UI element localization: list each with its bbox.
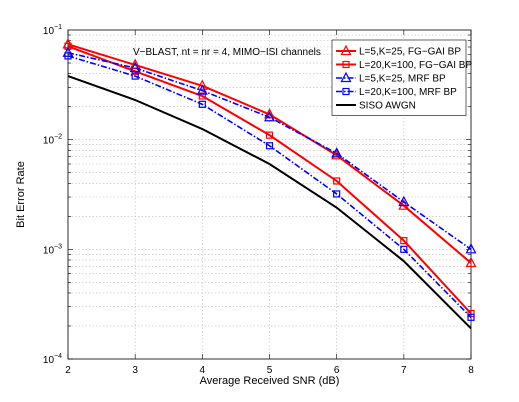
- series-4: [64, 52, 475, 321]
- x-tick-label: 7: [401, 365, 407, 376]
- legend-label: SISO AWGN: [359, 101, 416, 112]
- legend-label: L=20,K=100, FG−GAI BP: [359, 60, 472, 71]
- data-point-triangle: [340, 71, 352, 83]
- data-point-triangle: [398, 195, 410, 207]
- data-point-square: [467, 313, 475, 321]
- legend: L=5,K=25, FG−GAI BP L=20,K=100, FG−GAI BP…: [331, 39, 472, 116]
- data-point-triangle: [465, 243, 477, 254]
- data-point-triangle: [465, 256, 477, 268]
- x-axis-label: Average Received SNR (dB): [200, 375, 340, 387]
- x-tick-label: 4: [200, 365, 206, 376]
- y-tick-label: 10−2: [43, 134, 62, 147]
- series-5: [67, 75, 472, 330]
- data-point-square: [64, 42, 72, 50]
- data-point-triangle: [196, 79, 208, 90]
- data-point-triangle: [331, 147, 343, 158]
- data-point-square: [342, 87, 350, 96]
- data-point-square: [333, 177, 341, 185]
- grid-lines: [67, 30, 472, 360]
- data-point-triangle: [340, 44, 352, 56]
- legend-label: L=5,K=25, FG−GAI BP: [359, 47, 461, 58]
- chart-annotation: V−BLAST, nt = nr = 4, MIMO−ISI channels: [133, 47, 321, 58]
- series-line: [67, 55, 472, 318]
- x-tick-label: 3: [132, 365, 138, 376]
- series-layer: [62, 38, 477, 330]
- data-point-square: [198, 92, 206, 100]
- x-tick-label: 6: [334, 365, 340, 376]
- data-point-square: [265, 142, 274, 150]
- x-tick-label: 2: [65, 365, 71, 376]
- x-tick-label: 5: [267, 365, 273, 376]
- data-point-square: [400, 245, 408, 253]
- y-axis-label: Bit Error Rate: [15, 161, 27, 228]
- axes: 2 3 4 5 6 7 8 10−4 10−3 10−2 10−1: [43, 24, 474, 376]
- data-point-square: [342, 60, 350, 69]
- y-tick-label: 10−3: [43, 243, 62, 256]
- legend-label: L=20,K=100, MRF BP: [359, 87, 457, 98]
- y-tick-label: 10−1: [43, 24, 62, 37]
- legend-box: [331, 39, 467, 116]
- legend-label: L=5,K=25, MRF BP: [359, 74, 446, 85]
- data-point-square: [64, 52, 72, 60]
- series-line: [67, 75, 472, 330]
- data-point-square: [400, 237, 408, 245]
- y-tick-label: 10−4: [43, 353, 62, 366]
- data-point-square: [198, 100, 206, 108]
- series-3: [62, 46, 477, 254]
- data-point-triangle: [129, 61, 141, 73]
- data-point-square: [333, 190, 341, 198]
- data-point-triangle: [196, 84, 208, 95]
- data-point-square: [131, 72, 139, 80]
- data-point-square: [265, 131, 274, 139]
- series-line: [67, 51, 472, 250]
- x-tick-label: 8: [468, 365, 474, 376]
- data-point-triangle: [264, 110, 275, 122]
